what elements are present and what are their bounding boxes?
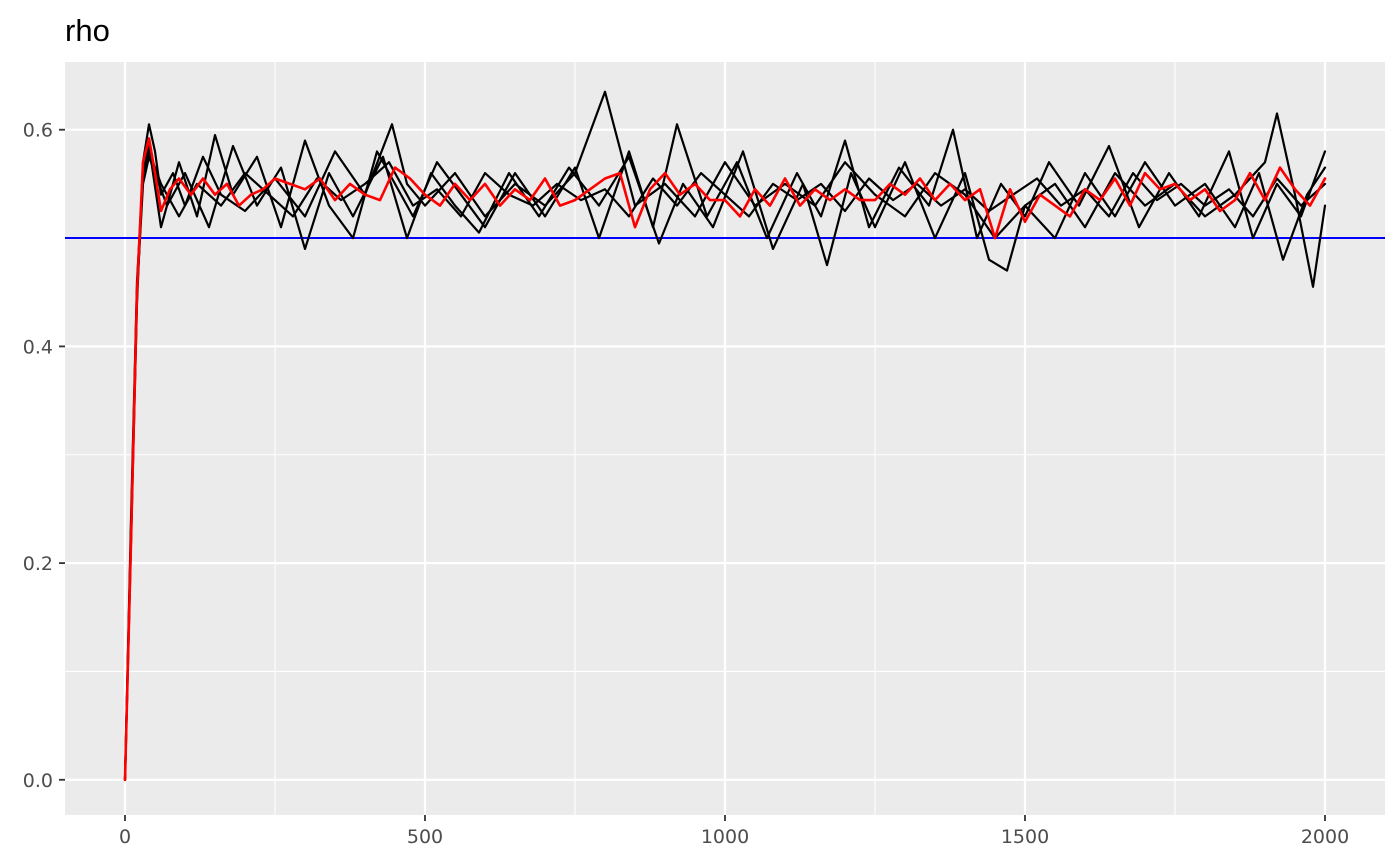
x-tick-label: 500 — [407, 826, 443, 848]
series-group — [123, 90, 1327, 782]
x-tick-label: 0 — [119, 826, 131, 848]
y-tick-label: 0.2 — [23, 553, 53, 575]
y-tick-label: 0.4 — [23, 336, 53, 358]
x-tick-label: 1500 — [1001, 826, 1049, 848]
axes: 0 500 1000 1500 2000 0.0 0.2 0.4 0.6 — [23, 120, 1349, 848]
series-line-5 — [123, 137, 1327, 782]
x-tick-label: 2000 — [1301, 826, 1349, 848]
chart-title: rho — [65, 13, 110, 48]
y-tick-label: 0.6 — [23, 120, 53, 142]
y-tick-label: 0.0 — [23, 770, 53, 792]
series-line-4 — [123, 150, 1327, 781]
series-line-3 — [123, 144, 1327, 781]
x-tick-label: 1000 — [701, 826, 749, 848]
